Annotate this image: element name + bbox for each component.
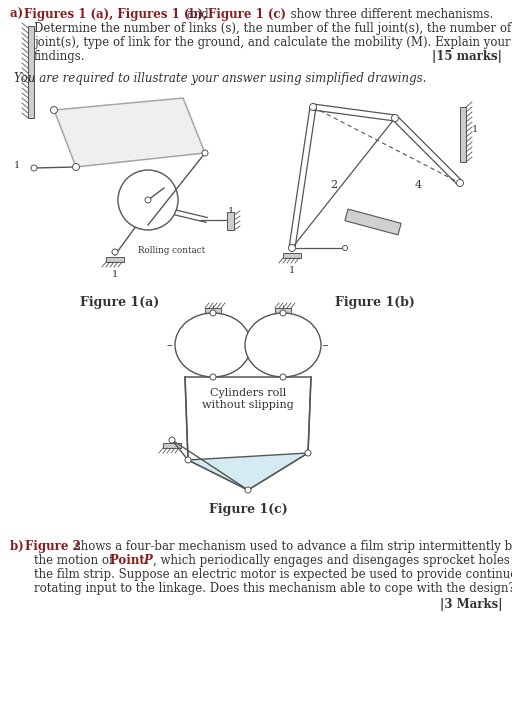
Polygon shape [54,98,205,167]
Bar [106,257,124,262]
Ellipse shape [245,313,321,377]
Circle shape [280,374,286,380]
Bar [283,253,301,258]
Text: 4: 4 [415,180,422,190]
Text: Point: Point [110,554,149,567]
Bar [28,26,34,118]
Bar [227,212,234,230]
Circle shape [118,170,178,230]
Text: joint(s), type of link for the ground, and calculate the mobility (M). Explain y: joint(s), type of link for the ground, a… [34,36,510,49]
Text: 1: 1 [289,266,295,275]
Polygon shape [345,209,401,235]
Bar [205,308,221,313]
Text: You are required to illustrate your answer using simplified drawings.: You are required to illustrate your answ… [14,72,426,85]
Circle shape [210,310,216,316]
Text: 1: 1 [228,207,234,216]
Text: rotating input to the linkage. Does this mechanism able to cope with the design?: rotating input to the linkage. Does this… [34,582,512,595]
Circle shape [305,450,311,456]
Text: findings.: findings. [34,50,86,63]
Circle shape [185,457,191,463]
Circle shape [202,150,208,156]
Bar [275,308,291,313]
Text: 1: 1 [472,125,478,135]
Text: Determine the number of links (s), the number of the full joint(s), the number o: Determine the number of links (s), the n… [34,22,512,35]
Circle shape [112,249,118,255]
Text: 1: 1 [14,161,20,170]
Circle shape [73,163,79,170]
Text: P: P [143,554,152,567]
Circle shape [210,374,216,380]
Circle shape [288,245,295,252]
Text: and: and [183,8,212,21]
Text: 2: 2 [330,180,337,190]
Text: 1: 1 [112,270,118,279]
Text: Figures 1 (a), Figures 1 (b),: Figures 1 (a), Figures 1 (b), [24,8,207,21]
Text: Rolling contact: Rolling contact [138,246,205,255]
Circle shape [169,437,175,443]
Text: b): b) [10,540,28,553]
Circle shape [51,107,57,114]
Circle shape [31,165,37,171]
Polygon shape [185,377,311,490]
Text: Figure 1(a): Figure 1(a) [80,296,160,309]
Text: Figure 2: Figure 2 [25,540,81,553]
Text: without slipping: without slipping [202,400,294,410]
Text: Figure 1 (c): Figure 1 (c) [208,8,286,21]
Text: the film strip. Suppose an electric motor is expected be used to provide continu: the film strip. Suppose an electric moto… [34,568,512,581]
Text: Cylinders roll: Cylinders roll [210,388,286,398]
Text: a): a) [10,8,27,21]
Circle shape [343,245,348,250]
Text: the motion of: the motion of [34,554,117,567]
Text: shows a four-bar mechanism used to advance a film strip intermittently by: shows a four-bar mechanism used to advan… [71,540,512,553]
Text: show three different mechanisms.: show three different mechanisms. [287,8,493,21]
Text: , which periodically engages and disengages sprocket holes in: , which periodically engages and disenga… [153,554,512,567]
Circle shape [309,104,316,111]
Text: Figure 1(b): Figure 1(b) [335,296,415,309]
Circle shape [392,114,398,121]
Circle shape [280,310,286,316]
Text: |3 Marks|: |3 Marks| [439,598,502,611]
Text: |15 marks|: |15 marks| [432,50,502,63]
Polygon shape [188,453,308,490]
Ellipse shape [175,313,251,377]
Circle shape [457,179,463,186]
Text: Figure 1(c): Figure 1(c) [208,503,287,516]
Circle shape [245,487,251,493]
Bar [460,107,466,162]
Bar [163,443,181,448]
Circle shape [145,197,151,203]
